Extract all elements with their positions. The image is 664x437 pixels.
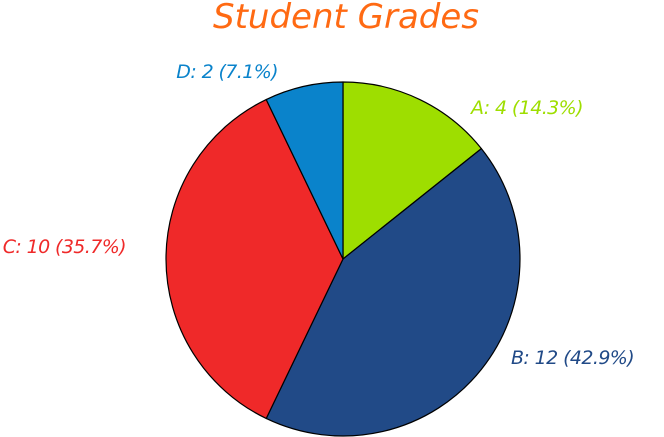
pie-labels: A: 4 (14.3%) B: 12 (42.9%) C: 10 (35.7%) D:… — [3, 61, 635, 369]
chart-title: Student Grades — [213, 0, 479, 37]
pie-slice-d — [265, 81, 344, 260]
pie-slice-c — [165, 98, 344, 420]
slice-label-c: C: 10 (35.7%) — [3, 236, 126, 258]
slice-label-b: B: 12 (42.9%) — [511, 347, 634, 369]
slice-label-a: A: 4 (14.3%) — [469, 97, 583, 119]
slice-label-d: D: 2 (7.1%) — [176, 61, 278, 83]
pie-slice-a — [342, 81, 482, 260]
pie-slices — [165, 81, 521, 437]
pie-slice-b — [265, 148, 521, 437]
